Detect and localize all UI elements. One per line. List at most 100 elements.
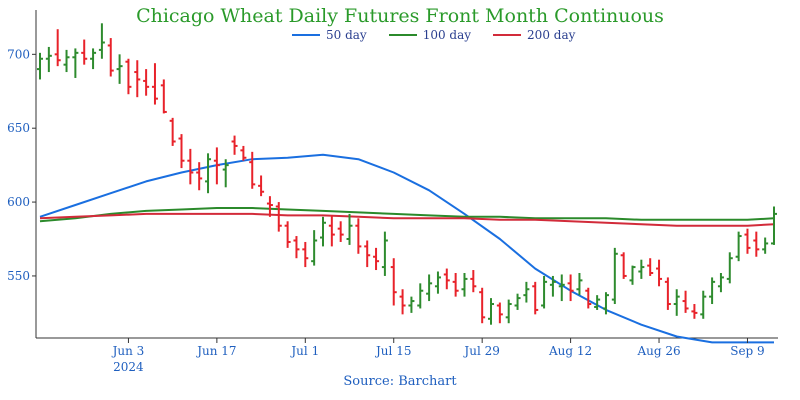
ohlc-bar [160, 79, 167, 114]
ohlc-bar [629, 265, 636, 285]
axes [35, 10, 778, 339]
y-tick-label: 700 [7, 47, 30, 61]
ohlc-bar [284, 221, 291, 248]
ohlc-bar [249, 151, 256, 189]
ohlc-bar [532, 281, 539, 315]
ohlc-bar [496, 302, 503, 324]
ohlc-bar [390, 258, 397, 306]
ohlc-bar [213, 147, 220, 185]
ohlc-bar [98, 23, 105, 59]
ohlc-bar [549, 275, 556, 297]
ohlc-bar [45, 46, 52, 73]
ohlc-bar [691, 304, 698, 319]
ohlc-bar [187, 148, 194, 185]
moving-average-lines [39, 153, 775, 344]
x-tick-label: Aug 26 [636, 344, 680, 358]
ohlc-bar [196, 162, 203, 191]
x-tick-label: Sep 9 [730, 344, 764, 358]
ohlc-bar [611, 247, 618, 305]
ohlc-bar [355, 218, 362, 254]
ohlc-bar [726, 252, 733, 284]
ohlc-bar [408, 296, 415, 313]
ohlc-bar [638, 259, 645, 279]
ohlc-bar [452, 272, 459, 297]
ohlc-bar [700, 290, 707, 319]
ohlc-bar [620, 252, 627, 279]
ohlc-bar [505, 299, 512, 324]
ohlc-bar [373, 247, 380, 271]
y-tick-label: 550 [7, 269, 30, 283]
ohlc-bar [673, 289, 680, 316]
legend-item-200-day: 200 day [493, 28, 575, 42]
ohlc-bar [134, 60, 141, 98]
legend-item-100-day: 100 day [388, 28, 472, 42]
ohlc-bar [222, 159, 229, 188]
x-tick-label: Jul 29 [462, 344, 499, 358]
ohlc-bar [541, 275, 548, 309]
ohlc-bar [275, 202, 282, 232]
ohlc-bar [151, 63, 158, 105]
ohlc-bar [647, 258, 654, 276]
legend: 50 day 100 day 200 day [292, 28, 575, 42]
ohlc-bar [205, 153, 212, 194]
ohlc-bar [461, 272, 468, 297]
ohlc-bar [576, 272, 583, 296]
ohlc-bar [664, 277, 671, 310]
chart-title: Chicago Wheat Daily Futures Front Month … [136, 5, 664, 27]
x-tick-label: Jul 1 [289, 344, 319, 358]
legend-label: 200 day [527, 28, 576, 42]
ohlc-bar [266, 196, 273, 217]
ohlc-bar [240, 145, 247, 161]
ohlc-bar [72, 48, 79, 78]
ohlc-bar [585, 287, 592, 309]
legend-label: 100 day [422, 28, 472, 42]
ohlc-bar [302, 241, 309, 268]
ohlc-bar [602, 292, 609, 315]
ohlc-bar [682, 290, 689, 313]
ohlc-bar [426, 274, 433, 302]
ohlc-bar [594, 295, 601, 310]
ohlc-bar [143, 69, 150, 96]
ohlc-bar [54, 29, 61, 67]
ohlc-bar [771, 206, 777, 245]
ohlc-bar [399, 289, 406, 315]
ohlc-bar [81, 39, 88, 65]
ohlc-bar [63, 49, 70, 73]
ohlc-bar [567, 274, 574, 302]
ohlc-bar [346, 213, 353, 245]
ohlc-bar [417, 283, 424, 309]
legend-swatch [493, 34, 522, 36]
ohlc-bar [381, 231, 388, 276]
x-tick-label: Jun 17 [195, 344, 236, 358]
price-bars [37, 23, 777, 325]
ohlc-bar [231, 135, 238, 155]
ma-line-200-day [39, 212, 775, 227]
legend-item-50-day: 50 day [292, 28, 367, 42]
ma-line-50-day [39, 153, 774, 344]
legend-label: 50 day [326, 28, 367, 42]
ohlc-bar [479, 287, 486, 324]
ohlc-bar [178, 134, 185, 169]
ma-line-100-day [39, 207, 775, 223]
legend-swatch [388, 34, 417, 36]
x-tick-sublabel: 2024 [113, 360, 144, 374]
x-tick-label: Aug 12 [548, 344, 592, 358]
ohlc-bar [656, 259, 663, 287]
ohlc-bar [258, 175, 265, 197]
ohlc-bar [443, 268, 450, 290]
x-tick-label: Jun 3 [111, 344, 145, 358]
ohlc-bar [116, 54, 123, 84]
y-tick-label: 600 [7, 195, 30, 209]
ohlc-bar [717, 272, 724, 293]
ohlc-bar [328, 215, 335, 247]
legend-swatch [292, 34, 320, 36]
ohlc-bar [90, 48, 97, 70]
ohlc-bar [514, 293, 521, 310]
tick-labels: 550 600 650 700 Jun 3 2024 Jun 17 Jul 1 Jul 15 Ju… [7, 47, 765, 374]
ohlc-bar [470, 270, 477, 293]
ohlc-bar [319, 216, 326, 247]
ohlc-bar [744, 228, 751, 254]
ohlc-bar [753, 231, 760, 257]
ohlc-bar [762, 237, 769, 254]
ohlc-bar [558, 274, 565, 302]
